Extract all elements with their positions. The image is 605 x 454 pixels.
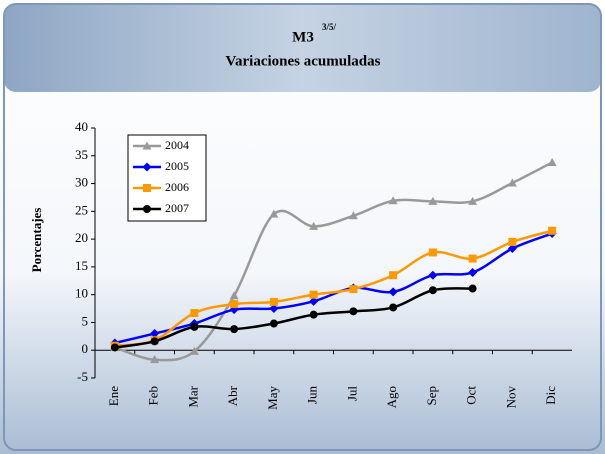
y-tick-label: 30 bbox=[75, 175, 88, 190]
marker bbox=[548, 226, 557, 235]
marker bbox=[309, 296, 319, 306]
y-tick-label: 40 bbox=[75, 119, 88, 134]
legend-label: 2004 bbox=[165, 138, 189, 152]
marker bbox=[508, 237, 517, 246]
x-tick-label: Feb bbox=[146, 386, 161, 406]
header-band bbox=[4, 4, 601, 92]
series-line bbox=[114, 287, 473, 349]
marker bbox=[229, 291, 239, 300]
marker bbox=[468, 284, 477, 293]
x-tick-label: Mar bbox=[185, 385, 200, 407]
x-tick-label: Jul bbox=[344, 386, 359, 402]
legend-label: 2006 bbox=[165, 180, 189, 194]
x-tick-label: Sep bbox=[424, 386, 439, 406]
marker bbox=[190, 322, 199, 331]
y-tick-label: -5 bbox=[77, 369, 88, 384]
marker bbox=[142, 162, 152, 172]
y-tick-label: 20 bbox=[75, 230, 88, 245]
y-tick-label: 25 bbox=[75, 202, 88, 217]
marker bbox=[189, 346, 199, 355]
y-tick-label: 5 bbox=[82, 313, 89, 328]
marker bbox=[230, 300, 239, 309]
x-tick-label: Oct bbox=[464, 386, 479, 405]
marker bbox=[428, 286, 437, 295]
legend-label: 2007 bbox=[165, 201, 189, 215]
x-tick-label: Jun bbox=[305, 386, 320, 405]
x-tick-label: May bbox=[265, 386, 280, 410]
marker bbox=[230, 325, 239, 334]
marker bbox=[547, 157, 557, 166]
marker bbox=[269, 319, 278, 328]
x-tick-label: Ene bbox=[106, 386, 121, 406]
marker bbox=[468, 254, 477, 263]
marker bbox=[190, 309, 199, 317]
chart-title: M3 bbox=[292, 29, 314, 45]
marker bbox=[150, 337, 159, 346]
marker bbox=[142, 141, 152, 150]
marker bbox=[389, 271, 398, 280]
marker bbox=[507, 244, 517, 254]
marker bbox=[388, 196, 398, 205]
marker bbox=[309, 221, 319, 230]
marker bbox=[428, 270, 438, 280]
marker bbox=[507, 178, 517, 187]
marker bbox=[309, 290, 318, 299]
x-tick-label: Abr bbox=[225, 385, 240, 406]
marker bbox=[349, 307, 358, 316]
marker bbox=[269, 209, 279, 218]
marker bbox=[468, 196, 478, 205]
marker bbox=[150, 329, 160, 339]
marker bbox=[389, 303, 398, 312]
y-tick-label: 0 bbox=[82, 341, 89, 356]
chart-subtitle: Variaciones acumuladas bbox=[226, 53, 381, 69]
marker bbox=[309, 310, 318, 319]
marker bbox=[468, 267, 478, 277]
x-tick-label: Ago bbox=[384, 386, 399, 408]
marker bbox=[388, 287, 398, 297]
marker bbox=[110, 343, 119, 352]
y-tick-label: 10 bbox=[75, 286, 88, 301]
marker bbox=[349, 285, 358, 294]
marker bbox=[269, 297, 278, 306]
marker bbox=[150, 355, 160, 364]
y-tick-label: 35 bbox=[75, 147, 88, 162]
slide-frame bbox=[3, 3, 602, 451]
title-superscript: 3/5/ bbox=[322, 22, 337, 32]
y-tick-label: 15 bbox=[75, 258, 88, 273]
legend-box bbox=[127, 134, 207, 222]
marker bbox=[428, 248, 437, 257]
marker bbox=[428, 196, 438, 205]
legend-label: 2005 bbox=[165, 159, 189, 173]
marker bbox=[348, 211, 358, 220]
y-axis-label: Porcentajes bbox=[29, 208, 44, 273]
marker bbox=[143, 184, 151, 192]
marker bbox=[269, 304, 279, 314]
x-tick-label: Dic bbox=[543, 386, 558, 405]
x-tick-label: Nov bbox=[503, 386, 518, 409]
marker bbox=[143, 205, 151, 213]
